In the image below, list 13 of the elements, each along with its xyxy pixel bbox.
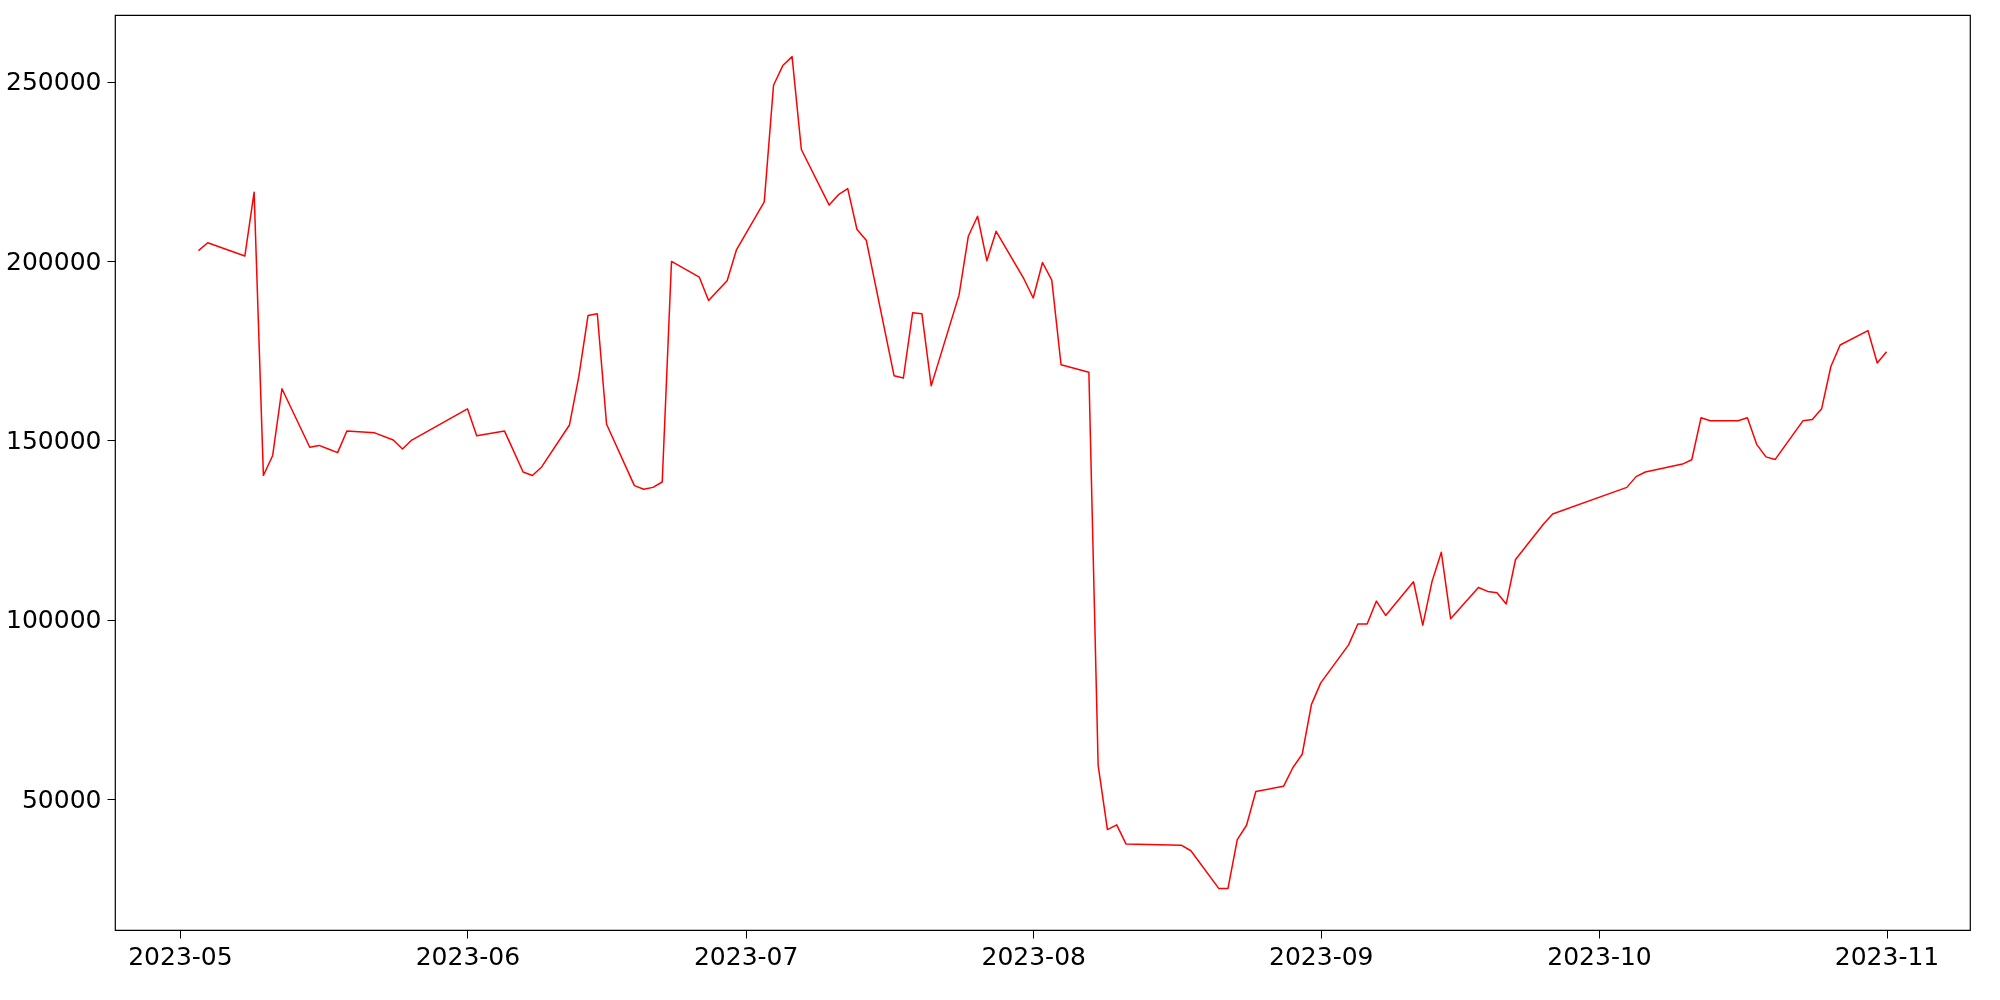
y-tick-label: 50000: [21, 784, 102, 814]
y-tick-label: 250000: [6, 67, 102, 97]
x-tick-label: 2023-05: [128, 941, 233, 971]
x-tick-label: 2023-10: [1547, 941, 1652, 971]
x-tick-label: 2023-08: [981, 941, 1086, 971]
line-series: [197, 55, 1888, 890]
x-tick-label: 2023-07: [693, 941, 799, 971]
x-tick-label: 2023-06: [415, 941, 521, 971]
x-tick-label: 2023-09: [1269, 941, 1374, 971]
y-tick-label: 100000: [6, 605, 102, 635]
y-tick-label: 200000: [6, 246, 102, 276]
y-tick-label: 150000: [6, 425, 102, 455]
x-tick-label: 2023-11: [1834, 941, 1940, 971]
